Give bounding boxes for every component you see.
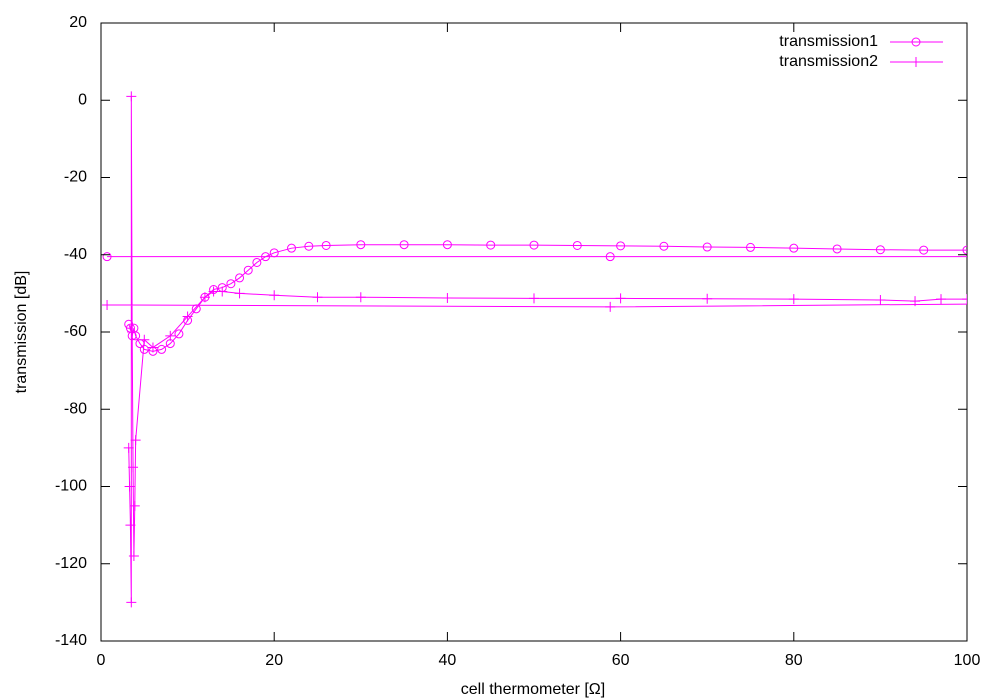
data-point bbox=[261, 252, 271, 262]
data-point bbox=[157, 344, 167, 354]
data-point bbox=[875, 245, 885, 255]
data-point bbox=[832, 244, 842, 254]
data-point bbox=[997, 299, 1000, 309]
data-point bbox=[287, 243, 297, 253]
data-point bbox=[616, 241, 626, 251]
data-point bbox=[182, 311, 193, 322]
data-point bbox=[269, 248, 279, 258]
data-point bbox=[962, 245, 967, 255]
plot-frame bbox=[100, 22, 968, 642]
data-point bbox=[399, 240, 409, 250]
data-point bbox=[174, 329, 184, 339]
x-tick-label: 60 bbox=[612, 652, 630, 669]
data-point bbox=[605, 252, 615, 262]
data-point bbox=[312, 292, 323, 303]
legend-label: transmission2 bbox=[779, 53, 878, 70]
y-tick-label: 0 bbox=[78, 91, 87, 108]
data-point bbox=[962, 294, 967, 305]
data-point bbox=[910, 296, 921, 307]
data-point bbox=[702, 293, 713, 304]
data-point bbox=[486, 240, 496, 250]
data-point bbox=[147, 342, 158, 353]
data-point bbox=[321, 240, 331, 250]
y-tick-label: -120 bbox=[55, 555, 87, 572]
data-point bbox=[123, 442, 134, 453]
data-point bbox=[936, 294, 947, 305]
data-point bbox=[102, 252, 112, 262]
legend-marker bbox=[911, 37, 921, 47]
y-tick-label: 20 bbox=[69, 14, 87, 31]
y-axis-label: transmission [dB] bbox=[13, 271, 30, 394]
data-point bbox=[102, 299, 113, 310]
y-tick-label: -60 bbox=[64, 323, 87, 340]
plot-area bbox=[102, 91, 1000, 608]
data-point bbox=[165, 330, 176, 341]
y-tick-label: -140 bbox=[55, 632, 87, 649]
data-point bbox=[129, 500, 140, 511]
data-point bbox=[788, 294, 799, 305]
data-point bbox=[234, 288, 245, 299]
data-point bbox=[919, 245, 929, 255]
y-tick-label: -40 bbox=[64, 246, 87, 263]
data-point bbox=[615, 293, 626, 304]
legend-marker bbox=[911, 57, 921, 67]
y-tick-label: -20 bbox=[64, 169, 87, 186]
data-point bbox=[529, 240, 539, 250]
data-point bbox=[126, 597, 137, 608]
data-point bbox=[702, 242, 712, 252]
data-point bbox=[226, 279, 236, 289]
data-point bbox=[139, 334, 150, 345]
data-point bbox=[442, 240, 452, 250]
data-point bbox=[269, 290, 280, 301]
x-tick-label: 100 bbox=[954, 652, 981, 669]
x-tick-label: 40 bbox=[439, 652, 457, 669]
data-point bbox=[355, 292, 366, 303]
data-point bbox=[605, 301, 616, 312]
data-point bbox=[875, 294, 886, 305]
data-point bbox=[217, 286, 228, 297]
data-point bbox=[235, 273, 245, 283]
data-point bbox=[442, 293, 453, 304]
data-point bbox=[789, 243, 799, 253]
data-point bbox=[572, 240, 582, 250]
x-tick-label: 0 bbox=[97, 652, 106, 669]
data-point bbox=[126, 91, 137, 102]
data-point bbox=[529, 293, 539, 304]
x-axis-label: cell thermometer [Ω] bbox=[461, 681, 605, 698]
data-point bbox=[252, 257, 262, 267]
data-point bbox=[124, 481, 135, 492]
x-tick-label: 20 bbox=[265, 652, 283, 669]
data-point bbox=[356, 240, 366, 250]
data-point bbox=[199, 292, 210, 303]
data-point bbox=[746, 242, 755, 252]
data-point bbox=[243, 265, 253, 275]
y-tick-label: -80 bbox=[64, 400, 87, 417]
data-point bbox=[128, 551, 139, 562]
y-tick-label: -100 bbox=[55, 478, 87, 495]
data-point bbox=[130, 435, 141, 446]
series-line bbox=[107, 96, 967, 603]
legend-label: transmission1 bbox=[779, 33, 878, 50]
data-point bbox=[304, 241, 314, 251]
data-point bbox=[659, 241, 669, 251]
data-point bbox=[127, 327, 138, 337]
data-point bbox=[128, 462, 139, 473]
data-point bbox=[208, 286, 219, 297]
x-tick-label: 80 bbox=[785, 652, 803, 669]
data-point bbox=[125, 520, 136, 531]
